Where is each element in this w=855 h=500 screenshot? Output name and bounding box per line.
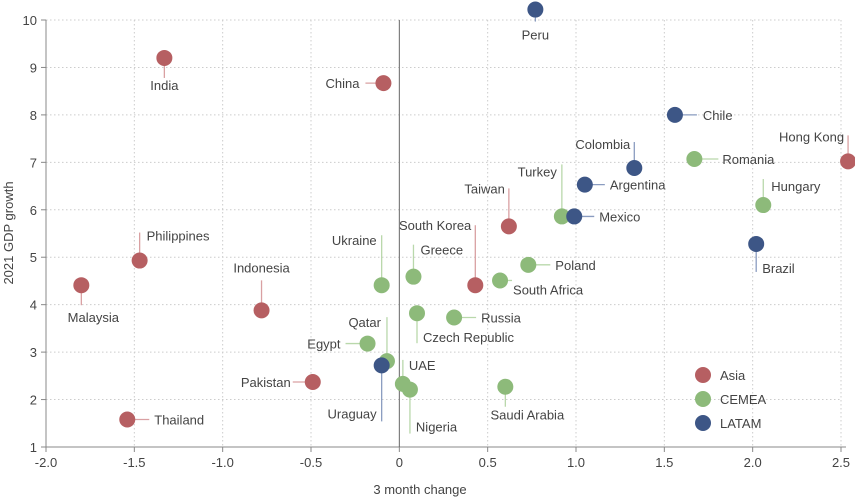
data-point <box>576 176 593 193</box>
x-tick-label: 1.0 <box>567 455 585 470</box>
data-point <box>666 106 683 123</box>
data-point <box>748 235 765 252</box>
x-tick-label: 1.5 <box>655 455 673 470</box>
y-tick-label: 9 <box>30 60 37 75</box>
legend-marker <box>695 367 711 383</box>
x-tick-label: -2.0 <box>35 455 57 470</box>
y-tick-label: 7 <box>30 155 37 170</box>
point-label: Pakistan <box>241 375 291 390</box>
legend-marker <box>695 415 711 431</box>
data-point <box>840 153 855 170</box>
data-point <box>131 252 148 269</box>
point-label: Uraguay <box>328 406 378 421</box>
y-tick-label: 2 <box>30 393 37 408</box>
y-tick-label: 10 <box>23 13 37 28</box>
data-point <box>359 335 376 352</box>
point-label: Hungary <box>771 179 821 194</box>
point-label: South Korea <box>399 218 472 233</box>
point-label: Saudi Arabia <box>490 408 564 423</box>
point-label: Egypt <box>307 337 341 352</box>
point-label: Russia <box>481 310 522 325</box>
point-label: UAE <box>409 358 436 373</box>
point-label: Indonesia <box>233 260 290 275</box>
point-label: Peru <box>522 28 549 43</box>
data-point <box>373 357 390 374</box>
data-point <box>73 277 90 294</box>
data-point <box>492 272 509 289</box>
data-point <box>500 218 517 235</box>
point-label: Romania <box>722 152 775 167</box>
y-axis-label: 2021 GDP growth <box>1 181 16 284</box>
data-point <box>405 268 422 285</box>
y-tick-label: 8 <box>30 108 37 123</box>
data-point <box>520 256 537 273</box>
point-label: Thailand <box>154 412 204 427</box>
point-label: Czech Republic <box>423 330 515 345</box>
point-label: Greece <box>420 243 463 258</box>
data-point <box>409 305 425 322</box>
data-point <box>446 309 463 326</box>
data-point <box>401 381 418 398</box>
data-point <box>553 208 570 225</box>
point-label: Mexico <box>599 209 640 224</box>
data-point <box>467 277 484 294</box>
data-point <box>373 277 390 294</box>
point-label: South Africa <box>513 282 584 297</box>
y-tick-label: 1 <box>30 440 37 455</box>
legend-label: CEMEA <box>720 392 767 407</box>
x-tick-label: -0.5 <box>300 455 322 470</box>
x-tick-label: 0.5 <box>479 455 497 470</box>
point-label: Qatar <box>348 315 381 330</box>
y-tick-label: 3 <box>30 345 37 360</box>
legend-label: LATAM <box>720 416 761 431</box>
legend-marker <box>695 391 711 407</box>
point-label: Chile <box>703 108 733 123</box>
point-label: China <box>325 76 360 91</box>
data-point <box>566 208 583 225</box>
x-tick-label: -1.5 <box>123 455 145 470</box>
data-point <box>755 197 772 214</box>
data-point <box>497 378 514 395</box>
x-tick-label: 2.5 <box>832 455 850 470</box>
x-tick-label: 2.0 <box>744 455 762 470</box>
y-tick-label: 4 <box>30 298 37 313</box>
data-point <box>304 374 321 391</box>
x-tick-label: -1.0 <box>211 455 233 470</box>
point-label: Ukraine <box>332 233 377 248</box>
point-label: India <box>150 78 179 93</box>
x-tick-label: 0 <box>396 455 403 470</box>
point-label: Nigeria <box>416 420 458 435</box>
data-point <box>119 411 136 428</box>
data-point <box>253 302 270 319</box>
point-label: Malaysia <box>68 310 120 325</box>
data-point <box>527 1 544 18</box>
y-tick-label: 6 <box>30 203 37 218</box>
y-tick-label: 5 <box>30 250 37 265</box>
point-label: Poland <box>555 258 595 273</box>
point-label: Colombia <box>575 137 631 152</box>
legend-label: Asia <box>720 368 746 383</box>
data-point <box>626 160 643 177</box>
point-label: Hong Kong <box>779 129 844 144</box>
point-label: Argentina <box>610 178 666 193</box>
point-label: Turkey <box>518 164 558 179</box>
data-point <box>375 75 392 92</box>
x-axis-label: 3 month change <box>373 482 466 497</box>
point-label: Philippines <box>147 229 210 244</box>
point-label: Taiwan <box>464 181 504 196</box>
data-point <box>156 49 173 66</box>
data-point <box>686 151 703 168</box>
point-label: Brazil <box>762 261 795 276</box>
